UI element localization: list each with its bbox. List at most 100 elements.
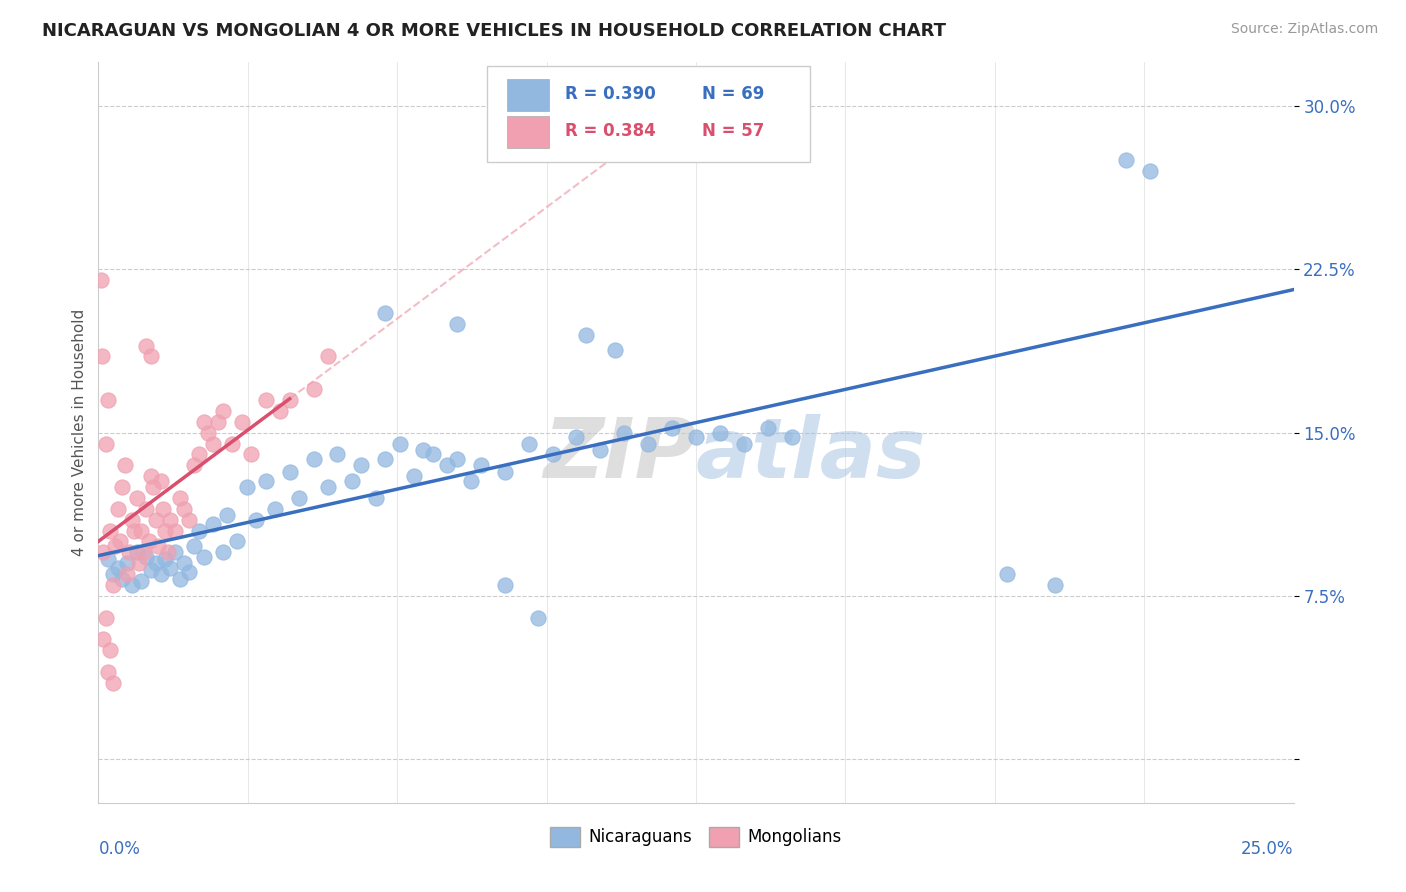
Point [1115,153,1137,168]
Point [202,517,225,532]
Point [97,665,120,680]
Point [661,421,683,435]
Point [565,430,588,444]
Point [575,327,598,342]
Point [152,501,174,516]
Point [603,343,626,357]
Point [302,451,325,466]
Point [316,480,339,494]
Point [245,513,267,527]
Point [163,545,186,559]
Point [350,458,373,473]
Point [131,524,153,538]
Point [101,567,124,582]
Point [163,524,186,538]
Point [613,425,636,440]
Point [240,447,263,461]
Point [107,560,129,574]
Point [254,392,277,407]
FancyBboxPatch shape [486,66,810,162]
Point [422,447,444,461]
Point [108,534,131,549]
FancyBboxPatch shape [508,117,548,147]
Point [254,474,277,488]
Point [541,447,564,461]
Point [173,556,195,570]
Point [183,458,205,473]
Point [115,556,138,570]
Point [340,474,363,488]
Point [145,513,167,527]
Point [412,443,434,458]
Point [131,574,153,588]
Point [159,560,181,574]
Point [780,430,803,444]
Point [685,430,707,444]
Point [139,469,162,483]
FancyBboxPatch shape [508,79,548,111]
Point [402,469,425,483]
Point [125,491,148,505]
Point [138,534,160,549]
Point [446,317,468,331]
Point [142,480,165,494]
Point [211,404,233,418]
Point [128,556,150,570]
Point [101,578,124,592]
Point [179,513,201,527]
Point [118,545,141,559]
Text: N = 69: N = 69 [702,86,765,103]
Point [995,567,1018,582]
Point [231,415,253,429]
Point [733,436,755,450]
Point [124,524,146,538]
Point [121,578,143,592]
Point [527,611,550,625]
Point [217,508,239,523]
Text: R = 0.384: R = 0.384 [565,122,655,140]
Point [302,382,325,396]
Point [121,513,143,527]
Point [446,451,468,466]
Point [1139,164,1161,178]
Point [149,567,172,582]
Text: ZIP: ZIP [543,414,696,495]
Point [91,545,114,559]
Point [135,501,157,516]
Point [436,458,458,473]
Point [187,447,209,461]
Y-axis label: 4 or more Vehicles in Household: 4 or more Vehicles in Household [72,309,87,557]
Point [709,425,731,440]
Point [107,501,129,516]
Point [179,565,201,579]
Point [207,415,229,429]
Point [494,578,516,592]
Text: atlas: atlas [696,414,927,495]
Point [139,350,162,364]
Point [149,474,172,488]
Point [135,338,157,352]
Point [139,563,162,577]
Point [155,524,177,538]
Point [169,572,191,586]
Point [211,545,233,559]
Point [115,567,138,582]
Point [226,534,249,549]
Point [114,458,136,473]
Point [98,524,122,538]
Point [374,306,396,320]
Point [235,480,257,494]
Point [94,436,117,450]
Point [91,632,114,647]
Point [278,392,301,407]
Point [135,549,157,564]
Point [197,425,219,440]
Point [159,513,181,527]
Point [316,350,339,364]
Point [187,524,209,538]
Point [155,552,177,566]
Text: N = 57: N = 57 [702,122,765,140]
Point [156,545,179,559]
Text: 25.0%: 25.0% [1241,840,1294,858]
Point [148,539,170,553]
